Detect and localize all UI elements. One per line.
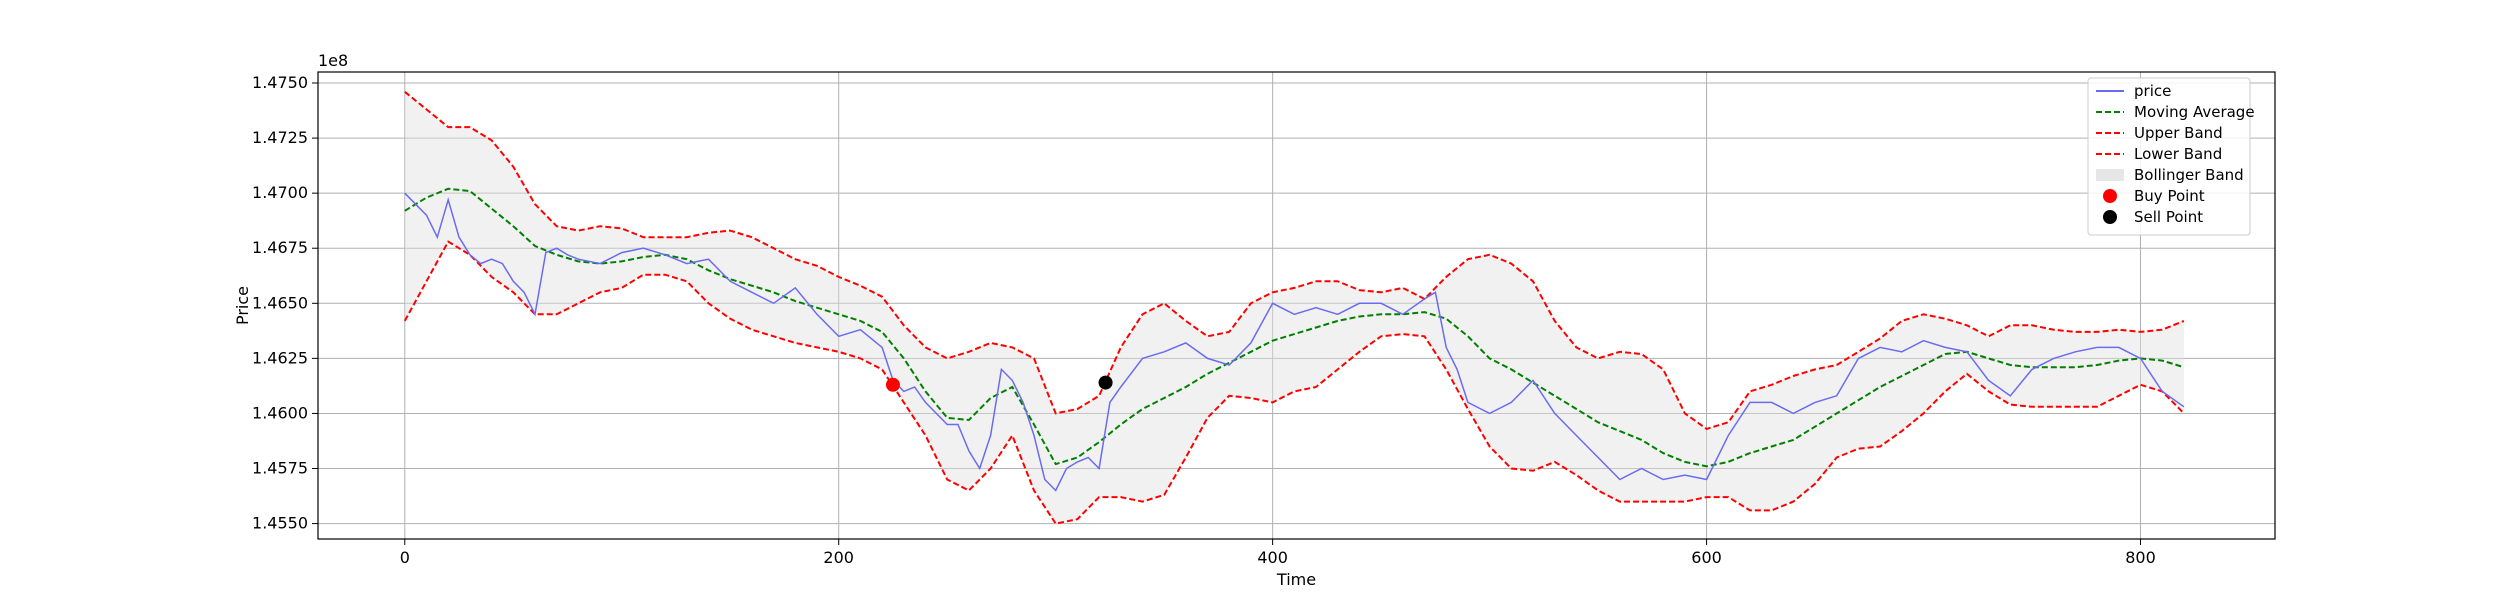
y-tick-label: 1.4725 <box>252 128 308 147</box>
x-tick-label: 0 <box>400 548 410 567</box>
legend-label-moving-average: Moving Average <box>2134 103 2255 121</box>
legend-label-bollinger-band: Bollinger Band <box>2134 166 2244 184</box>
x-tick-label: 600 <box>1691 548 1722 567</box>
legend-label-sell-point: Sell Point <box>2134 208 2203 226</box>
x-tick-label: 200 <box>823 548 854 567</box>
y-tick-label: 1.4750 <box>252 73 308 92</box>
sell-point-marker <box>1099 376 1113 390</box>
legend-label-buy-point: Buy Point <box>2134 187 2205 205</box>
buy-point-marker <box>886 378 900 392</box>
legend-swatch-buy-point <box>2103 189 2117 203</box>
y-axis-label: Price <box>233 286 252 325</box>
legend-label-upper-band: Upper Band <box>2134 124 2223 142</box>
y-tick-label: 1.4600 <box>252 403 308 422</box>
y-tick-label: 1.4700 <box>252 183 308 202</box>
y-tick-label: 1.4550 <box>252 514 308 533</box>
y-offset-label: 1e8 <box>318 51 348 70</box>
y-tick-label: 1.4650 <box>252 293 308 312</box>
x-tick-label: 800 <box>2125 548 2156 567</box>
legend-label-price: price <box>2134 82 2171 100</box>
y-tick-label: 1.4625 <box>252 348 308 367</box>
x-axis-label: Time <box>1276 570 1316 589</box>
legend-label-lower-band: Lower Band <box>2134 145 2222 163</box>
legend-swatch-bollinger-band <box>2096 169 2124 181</box>
y-tick-label: 1.4675 <box>252 238 308 257</box>
legend-swatch-sell-point <box>2103 210 2117 224</box>
legend: price Moving Average Upper Band Lower Band B… <box>2088 78 2255 235</box>
y-tick-label: 1.4575 <box>252 459 308 478</box>
x-tick-label: 400 <box>1257 548 1288 567</box>
